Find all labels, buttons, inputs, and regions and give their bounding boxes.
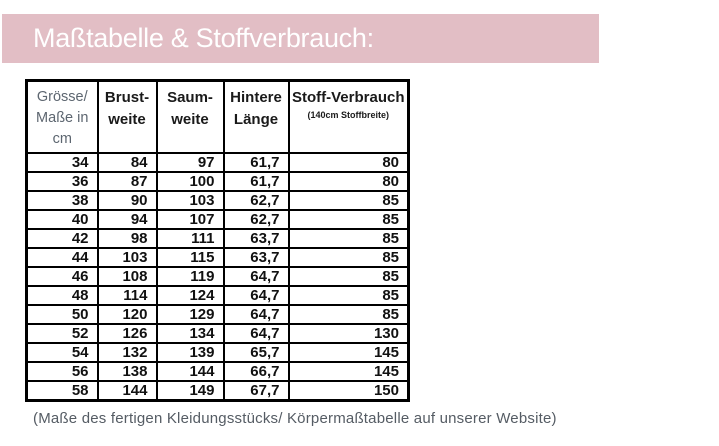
table-cell: 42 xyxy=(25,227,99,249)
table-cell: 107 xyxy=(155,208,225,230)
table-row: 38 90 103 62,7 85 xyxy=(25,189,410,211)
column-header-size: Grösse/ Maße in cm xyxy=(25,79,99,154)
table-cell: 138 xyxy=(96,360,158,382)
table-cell: 115 xyxy=(155,246,225,268)
table-cell: 103 xyxy=(155,189,225,211)
table-cell: 134 xyxy=(155,322,225,344)
table-cell: 114 xyxy=(96,284,158,306)
column-header-fabric: Stoff-Verbrauch (140cm Stoffbreite) xyxy=(287,79,410,154)
table-cell: 98 xyxy=(96,227,158,249)
table-cell: 56 xyxy=(25,360,99,382)
table-cell: 64,7 xyxy=(222,265,290,287)
table-row: 40 94 107 62,7 85 xyxy=(25,208,410,230)
table-cell: 66,7 xyxy=(222,360,290,382)
table-cell: 85 xyxy=(287,227,410,249)
size-table-header: Grösse/ Maße in cm Brust- weite Saum- we… xyxy=(25,79,410,154)
table-cell: 144 xyxy=(96,379,158,401)
table-row: 48 114 124 64,7 85 xyxy=(25,284,410,306)
table-cell: 80 xyxy=(287,151,410,173)
table-cell: 54 xyxy=(25,341,99,363)
table-cell: 85 xyxy=(287,303,410,325)
table-cell: 80 xyxy=(287,170,410,192)
column-header-back-length: Hintere Länge xyxy=(222,79,290,154)
table-row: 36 87 100 61,7 80 xyxy=(25,170,410,192)
table-cell: 97 xyxy=(155,151,225,173)
table-cell: 52 xyxy=(25,322,99,344)
table-cell: 130 xyxy=(287,322,410,344)
table-cell: 100 xyxy=(155,170,225,192)
column-header-fabric-sublabel: (140cm Stoffbreite) xyxy=(307,109,390,120)
table-cell: 145 xyxy=(287,341,410,363)
table-cell: 40 xyxy=(25,208,99,230)
table-cell: 62,7 xyxy=(222,189,290,211)
table-cell: 65,7 xyxy=(222,341,290,363)
table-cell: 58 xyxy=(25,379,99,401)
table-cell: 119 xyxy=(155,265,225,287)
table-cell: 63,7 xyxy=(222,246,290,268)
table-cell: 126 xyxy=(96,322,158,344)
table-row: 50 120 129 64,7 85 xyxy=(25,303,410,325)
table-cell: 64,7 xyxy=(222,284,290,306)
footnote: (Maße des fertigen Kleidungsstücks/ Körp… xyxy=(33,410,557,427)
page-title: Maßtabelle & Stoffverbrauch: xyxy=(33,23,374,53)
table-cell: 139 xyxy=(155,341,225,363)
table-row: 46 108 119 64,7 85 xyxy=(25,265,410,287)
table-row: 52 126 134 64,7 130 xyxy=(25,322,410,344)
header-row: Grösse/ Maße in cm Brust- weite Saum- we… xyxy=(25,79,410,154)
column-header-chest: Brust- weite xyxy=(96,79,158,154)
table-cell: 61,7 xyxy=(222,151,290,173)
table-cell: 85 xyxy=(287,284,410,306)
table-cell: 150 xyxy=(287,379,410,401)
table-row: 54 132 139 65,7 145 xyxy=(25,341,410,363)
column-header-fabric-label: Stoff-Verbrauch xyxy=(291,89,405,106)
table-cell: 36 xyxy=(25,170,99,192)
table-cell: 124 xyxy=(155,284,225,306)
table-cell: 144 xyxy=(155,360,225,382)
table-cell: 145 xyxy=(287,360,410,382)
table-cell: 61,7 xyxy=(222,170,290,192)
table-cell: 84 xyxy=(96,151,158,173)
table-row: 56 138 144 66,7 145 xyxy=(25,360,410,382)
table-cell: 50 xyxy=(25,303,99,325)
table-cell: 149 xyxy=(155,379,225,401)
table-cell: 85 xyxy=(287,208,410,230)
table-cell: 132 xyxy=(96,341,158,363)
table-cell: 87 xyxy=(96,170,158,192)
table-cell: 64,7 xyxy=(222,322,290,344)
table-cell: 34 xyxy=(25,151,99,173)
table-cell: 108 xyxy=(96,265,158,287)
column-header-hem: Saum- weite xyxy=(155,79,225,154)
table-cell: 44 xyxy=(25,246,99,268)
size-table-body: 34 84 97 61,7 80 36 87 100 61,7 80 38 90 103 62,7 85 40… xyxy=(25,151,410,401)
table-row: 34 84 97 61,7 80 xyxy=(25,151,410,173)
table-cell: 120 xyxy=(96,303,158,325)
table-cell: 38 xyxy=(25,189,99,211)
table-cell: 94 xyxy=(96,208,158,230)
title-bar: Maßtabelle & Stoffverbrauch: xyxy=(2,14,599,63)
table-cell: 63,7 xyxy=(222,227,290,249)
table-cell: 111 xyxy=(155,227,225,249)
table-cell: 90 xyxy=(96,189,158,211)
table-row: 44 103 115 63,7 85 xyxy=(25,246,410,268)
table-cell: 85 xyxy=(287,189,410,211)
table-row: 42 98 111 63,7 85 xyxy=(25,227,410,249)
table-cell: 64,7 xyxy=(222,303,290,325)
table-row: 58 144 149 67,7 150 xyxy=(25,379,410,401)
table-cell: 46 xyxy=(25,265,99,287)
table-cell: 85 xyxy=(287,265,410,287)
table-cell: 67,7 xyxy=(222,379,290,401)
table-cell: 62,7 xyxy=(222,208,290,230)
table-cell: 129 xyxy=(155,303,225,325)
table-cell: 85 xyxy=(287,246,410,268)
size-table: Grösse/ Maße in cm Brust- weite Saum- we… xyxy=(25,79,410,402)
table-cell: 48 xyxy=(25,284,99,306)
table-cell: 103 xyxy=(96,246,158,268)
